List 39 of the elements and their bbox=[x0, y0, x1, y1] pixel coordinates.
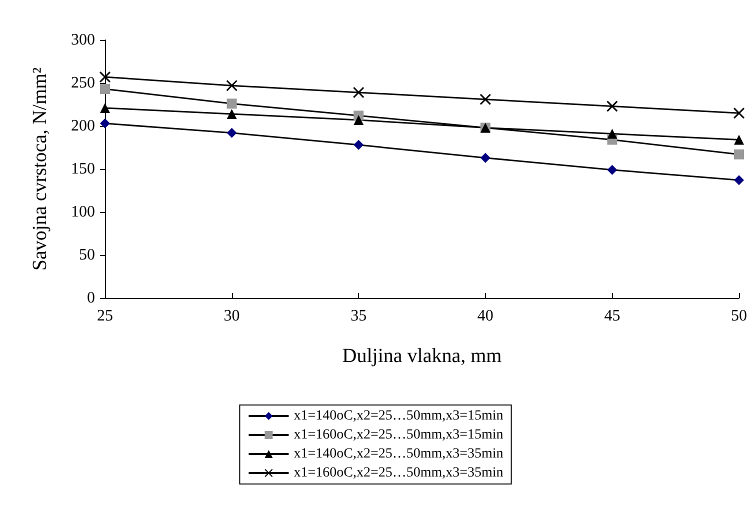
point bbox=[734, 108, 744, 119]
point bbox=[226, 98, 237, 109]
point bbox=[606, 100, 618, 112]
point bbox=[734, 134, 744, 145]
x-tick-label: 35 bbox=[350, 308, 367, 324]
y-tick-label: 300 bbox=[71, 32, 95, 48]
x-tick-label: 25 bbox=[97, 308, 113, 324]
point bbox=[480, 152, 490, 163]
legend-label: x1=140oC,x2=25…50mm,x3=15min bbox=[294, 408, 504, 424]
x-tick-label: 45 bbox=[604, 308, 620, 324]
x-tick-label: 40 bbox=[477, 308, 494, 324]
legend-label: x1=160oC,x2=25…50mm,x3=15min bbox=[294, 428, 504, 442]
y-tick-label: 0 bbox=[87, 290, 95, 306]
point bbox=[100, 84, 110, 94]
point bbox=[226, 108, 237, 119]
y-axis-title: Savojna cvrstoca, N/mm² bbox=[29, 67, 51, 271]
y-tick-label: 200 bbox=[71, 118, 95, 134]
x-axis-title: Duljina vlakna, mm bbox=[342, 345, 502, 367]
y-tick-label: 250 bbox=[71, 74, 95, 92]
point bbox=[734, 175, 744, 186]
point bbox=[353, 86, 364, 98]
y-tick-label: 150 bbox=[71, 160, 95, 178]
y-tick-label: 50 bbox=[79, 246, 95, 264]
point bbox=[100, 118, 110, 128]
point bbox=[226, 80, 238, 92]
legend-label: x1=160oC,x2=25…50mm,x3=35min bbox=[294, 466, 504, 480]
y-tick-label: 100 bbox=[71, 204, 95, 220]
point bbox=[607, 164, 618, 175]
point bbox=[226, 128, 237, 138]
point bbox=[354, 114, 364, 125]
point bbox=[354, 140, 364, 150]
point bbox=[480, 94, 491, 105]
x-tick-label: 30 bbox=[224, 308, 240, 324]
point bbox=[100, 71, 110, 82]
point bbox=[100, 102, 110, 113]
point bbox=[607, 128, 618, 139]
x-tick-label: 50 bbox=[731, 308, 747, 324]
point bbox=[734, 149, 744, 160]
legend-label: x1=140oC,x2=25…50mm,x3=35min bbox=[294, 446, 504, 462]
